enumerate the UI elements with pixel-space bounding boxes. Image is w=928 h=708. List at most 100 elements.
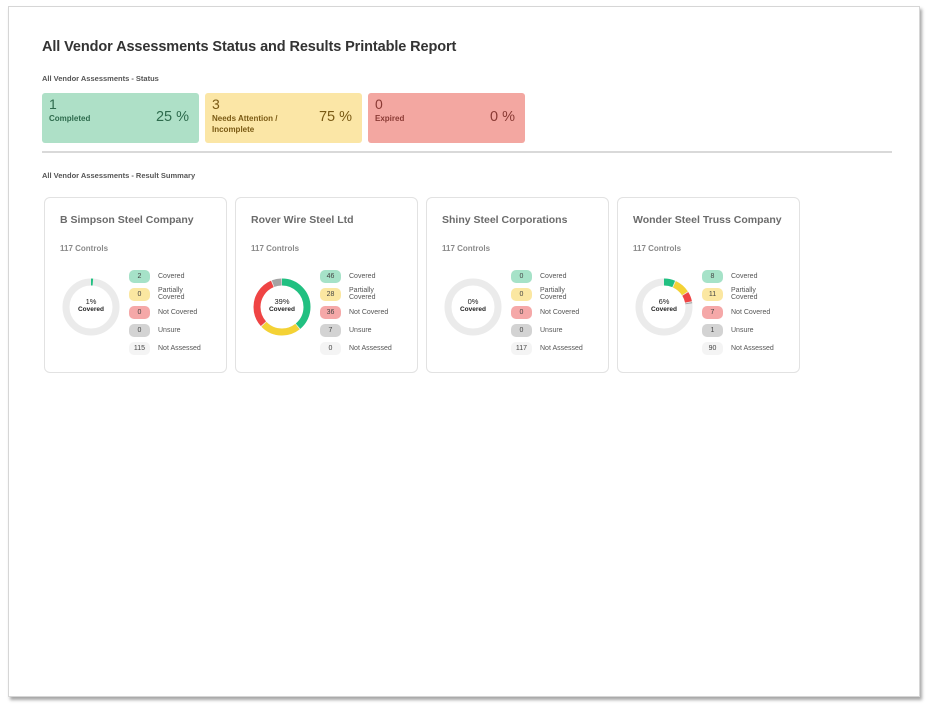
donut-center-text: 6% Covered [634, 298, 694, 314]
legend-label: Partially Covered [731, 287, 758, 301]
coverage-percent: 39% [274, 297, 290, 306]
donut-segment-partially [253, 278, 311, 336]
legend-count-badge: 7 [702, 305, 723, 319]
status-count: 1 [49, 96, 57, 112]
result-legend: 2 Covered 0 Partially Covered 0 Not Covered 0 U… [129, 267, 201, 357]
legend-label: Covered [349, 272, 376, 280]
controls-count: 117 Controls [633, 244, 682, 253]
donut-segment-not-covered [253, 278, 311, 336]
legend-count-badge: 0 [511, 305, 532, 319]
legend-item-unsure: 0 Unsure [129, 321, 201, 339]
legend-label: Not Covered [349, 308, 389, 316]
report-title: All Vendor Assessments Status and Result… [42, 39, 457, 55]
legend-item-partially: 11 Partially Covered [702, 285, 774, 303]
donut-center-text: 0% Covered [443, 298, 503, 314]
status-cards: 1 Completed 25 % 3 Needs Attention / Inc… [42, 93, 525, 143]
legend-count-badge: 2 [129, 269, 150, 283]
legend-count-badge: 0 [129, 323, 150, 337]
result-section-label: All Vendor Assessments - Result Summary [42, 171, 196, 180]
coverage-caption: Covered [77, 306, 104, 313]
legend-count-badge: 0 [511, 287, 532, 301]
legend-item-not-assessed: 115 Not Assessed [129, 339, 201, 357]
legend-item-not-assessed: 0 Not Assessed [320, 339, 392, 357]
legend-item-not-covered: 36 Not Covered [320, 303, 392, 321]
legend-item-not-assessed: 90 Not Assessed [702, 339, 774, 357]
donut-svg [444, 278, 502, 336]
legend-count-badge: 36 [320, 305, 341, 319]
legend-label: Partially Covered [540, 287, 567, 301]
legend-item-unsure: 7 Unsure [320, 321, 392, 339]
status-card-needs-attention: 3 Needs Attention / Incomplete 75 % [205, 93, 362, 143]
vendor-cards: B Simpson Steel Company 117 Controls 1% … [44, 197, 800, 373]
legend-label: Partially Covered [349, 287, 376, 301]
legend-label: Partially Covered [158, 287, 185, 301]
legend-count-badge: 28 [320, 287, 341, 301]
vendor-name: Rover Wire Steel Ltd [251, 214, 354, 226]
coverage-percent: 1% [85, 297, 97, 306]
vendor-card: Rover Wire Steel Ltd 117 Controls 39% Co… [235, 197, 418, 373]
section-divider [42, 151, 892, 153]
legend-item-covered: 2 Covered [129, 267, 201, 285]
status-card-expired: 0 Expired 0 % [368, 93, 525, 143]
donut-svg [62, 278, 120, 336]
legend-label: Not Covered [731, 308, 771, 316]
coverage-donut: 6% Covered [634, 277, 694, 337]
legend-label: Covered [731, 272, 758, 280]
legend-item-covered: 0 Covered [511, 267, 583, 285]
donut-segment-unsure [253, 278, 311, 336]
legend-label: Not Assessed [349, 344, 392, 352]
controls-count: 117 Controls [442, 244, 491, 253]
vendor-card: Wonder Steel Truss Company 117 Controls … [617, 197, 800, 373]
legend-label: Covered [158, 272, 185, 280]
legend-item-not-covered: 0 Not Covered [129, 303, 201, 321]
coverage-caption: Covered [650, 306, 677, 313]
legend-count-badge: 11 [702, 287, 723, 301]
legend-item-unsure: 0 Unsure [511, 321, 583, 339]
donut-track [444, 278, 502, 336]
result-legend: 0 Covered 0 Partially Covered 0 Not Covered 0 U… [511, 267, 583, 357]
vendor-name: Shiny Steel Corporations [442, 214, 568, 226]
donut-center-text: 1% Covered [61, 298, 121, 314]
legend-count-badge: 1 [702, 323, 723, 337]
status-card-completed: 1 Completed 25 % [42, 93, 199, 143]
legend-item-covered: 46 Covered [320, 267, 392, 285]
legend-count-badge: 8 [702, 269, 723, 283]
legend-count-badge: 0 [511, 323, 532, 337]
status-percent: 25 % [155, 109, 189, 125]
legend-item-partially: 0 Partially Covered [511, 285, 583, 303]
controls-count: 117 Controls [60, 244, 109, 253]
donut-segment-covered [62, 278, 120, 336]
legend-count-badge: 0 [129, 287, 150, 301]
legend-item-partially: 0 Partially Covered [129, 285, 201, 303]
status-count: 3 [212, 96, 220, 112]
legend-item-not-covered: 7 Not Covered [702, 303, 774, 321]
legend-count-badge: 0 [129, 305, 150, 319]
legend-label: Not Assessed [158, 344, 201, 352]
vendor-name: Wonder Steel Truss Company [633, 214, 782, 226]
coverage-donut: 1% Covered [61, 277, 121, 337]
legend-label: Unsure [540, 326, 563, 334]
legend-label: Unsure [158, 326, 181, 334]
coverage-donut: 39% Covered [252, 277, 312, 337]
donut-svg [253, 278, 311, 336]
coverage-percent: 6% [658, 297, 670, 306]
status-label: Needs Attention / Incomplete [212, 114, 278, 134]
legend-label: Not Covered [540, 308, 580, 316]
report-page: All Vendor Assessments Status and Result… [8, 6, 920, 697]
coverage-caption: Covered [268, 306, 295, 313]
coverage-percent: 0% [467, 297, 479, 306]
result-legend: 8 Covered 11 Partially Covered 7 Not Covered 1… [702, 267, 774, 357]
legend-count-badge: 90 [702, 341, 723, 355]
legend-item-not-covered: 0 Not Covered [511, 303, 583, 321]
legend-item-unsure: 1 Unsure [702, 321, 774, 339]
donut-center-text: 39% Covered [252, 298, 312, 314]
legend-label: Unsure [731, 326, 754, 334]
vendor-card: B Simpson Steel Company 117 Controls 1% … [44, 197, 227, 373]
vendor-card: Shiny Steel Corporations 117 Controls 0%… [426, 197, 609, 373]
status-percent: 0 % [490, 109, 515, 125]
legend-item-partially: 28 Partially Covered [320, 285, 392, 303]
result-legend: 46 Covered 28 Partially Covered 36 Not Covere… [320, 267, 392, 357]
legend-count-badge: 117 [511, 341, 532, 355]
legend-label: Not Covered [158, 308, 198, 316]
legend-item-not-assessed: 117 Not Assessed [511, 339, 583, 357]
